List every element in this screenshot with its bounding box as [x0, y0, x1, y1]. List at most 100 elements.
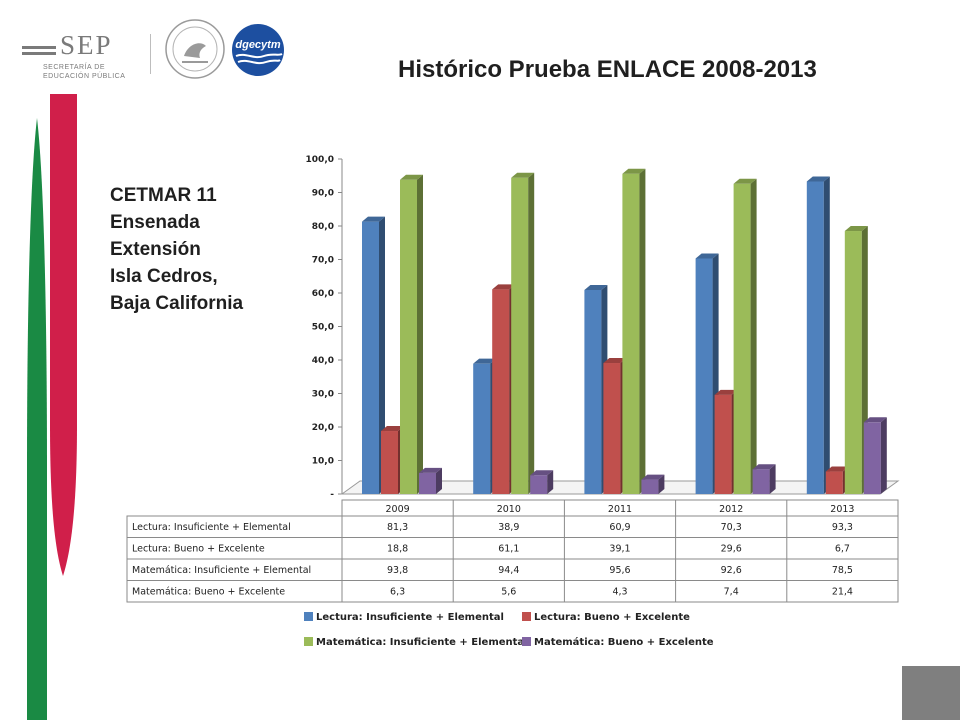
legend-label: Lectura: Insuficiente + Elemental [316, 612, 504, 623]
bar-side-4-3 [880, 417, 887, 494]
table-cell-value: 93,8 [387, 565, 408, 576]
table-cell-value: 6,7 [835, 544, 850, 555]
logo-divider [150, 34, 151, 74]
bar-3-0 [695, 258, 713, 494]
legend-swatch [522, 612, 531, 621]
x-category-label: 2009 [386, 504, 410, 515]
bar-side-0-0 [379, 216, 385, 494]
bar-top-2-3 [641, 474, 665, 480]
school-info: CETMAR 11 Ensenada Extensión Isla Cedros… [110, 182, 243, 317]
y-tick-label: 60,0 [312, 289, 334, 299]
y-tick-label: 100,0 [306, 155, 334, 165]
sep-subtitle-line2: EDUCACIÓN PÚBLICA [43, 73, 126, 80]
bar-top-4-0 [806, 176, 830, 182]
school-line-1: CETMAR 11 [110, 185, 217, 206]
bar-top-0-0 [362, 216, 385, 222]
bar-side-1-3 [547, 470, 554, 494]
table-cell-value: 93,3 [832, 522, 853, 533]
bar-4-3 [863, 422, 881, 494]
bar-side-3-2 [750, 178, 757, 495]
x-category-label: 2011 [608, 504, 632, 515]
corner-gray-block [902, 666, 960, 720]
school-line-3: Extensión [110, 239, 201, 260]
bar-side-2-2 [639, 168, 646, 495]
x-category-label: 2013 [830, 504, 854, 515]
table-cell-value: 70,3 [721, 522, 742, 533]
table-row-label: Matemática: Insuficiente + Elemental [132, 565, 311, 576]
bar-1-0 [473, 363, 491, 494]
table-cell-value: 7,4 [724, 587, 739, 598]
bar-top-3-2 [733, 178, 757, 184]
bar-1-2 [511, 177, 529, 494]
table-cell-value: 92,6 [721, 565, 742, 576]
bar-top-4-3 [863, 417, 887, 423]
table-cell-value: 29,6 [721, 544, 742, 555]
school-line-5: Baja California [110, 293, 244, 314]
bar-side-0-3 [436, 467, 442, 494]
table-cell-value: 38,9 [498, 522, 519, 533]
table-row-label: Lectura: Insuficiente + Elemental [132, 522, 291, 533]
table-cell-value: 21,4 [832, 587, 853, 598]
bar-4-2 [844, 231, 862, 494]
y-tick-label: 10,0 [312, 457, 334, 467]
bar-side-4-0 [823, 176, 830, 494]
bar-top-3-1 [714, 389, 738, 395]
bar-0-2 [400, 179, 417, 494]
bar-4-1 [825, 471, 843, 494]
legend-label: Matemática: Insuficiente + Elemental [316, 636, 528, 648]
y-tick-label: 80,0 [312, 222, 334, 232]
bar-0-1 [381, 431, 398, 494]
y-tick-label: 50,0 [312, 323, 334, 333]
bar-3-3 [752, 469, 770, 494]
school-line-4: Isla Cedros, [110, 266, 218, 287]
x-category-label: 2010 [497, 504, 521, 515]
y-tick-label: 90,0 [312, 189, 334, 199]
school-line-2: Ensenada [110, 212, 200, 233]
bar-top-1-2 [511, 172, 535, 178]
page-title: Histórico Prueba ENLACE 2008-2013 [398, 56, 817, 83]
dgecytm-logo-text: dgecytm [235, 39, 280, 51]
sep-ribbon-icon [22, 46, 56, 55]
bar-top-1-3 [530, 470, 554, 476]
table-cell-value: 81,3 [387, 522, 408, 533]
bar-2-2 [622, 173, 640, 495]
bar-2-0 [584, 289, 602, 494]
bar-top-4-2 [844, 226, 868, 232]
table-cell-value: 60,9 [609, 522, 630, 533]
table-cell-value: 5,6 [501, 587, 516, 598]
red-stripe-decoration [50, 94, 77, 576]
bar-top-4-1 [825, 466, 849, 472]
bar-side-0-2 [417, 174, 423, 494]
bar-top-0-2 [400, 174, 423, 180]
legend-swatch [522, 637, 531, 646]
y-tick-label: - [330, 490, 334, 500]
table-cell-value: 95,6 [609, 565, 630, 576]
bar-4-0 [806, 181, 824, 494]
table-row-label: Lectura: Bueno + Excelente [132, 544, 265, 555]
national-seal-icon [165, 19, 225, 79]
table-row-label: Matemática: Bueno + Excelente [132, 587, 285, 598]
bar-side-1-2 [528, 172, 535, 494]
bar-top-0-1 [381, 426, 404, 432]
bar-side-2-3 [658, 474, 665, 494]
x-category-label: 2012 [719, 504, 743, 515]
sep-wordmark: SEP [60, 30, 113, 60]
legend-swatch [304, 612, 313, 621]
legend-label: Lectura: Bueno + Excelente [534, 612, 690, 623]
table-cell-value: 94,4 [498, 565, 519, 576]
table-cell-value: 78,5 [832, 565, 853, 576]
bar-top-1-1 [492, 284, 516, 290]
legend-swatch [304, 637, 313, 646]
bar-top-3-0 [695, 253, 719, 259]
y-tick-label: 70,0 [312, 256, 334, 266]
y-tick-label: 30,0 [312, 390, 334, 400]
table-cell-value: 18,8 [387, 544, 408, 555]
dgecytm-logo-icon: dgecytm [232, 24, 284, 76]
bar-0-3 [419, 472, 436, 494]
table-cell-value: 4,3 [612, 587, 627, 598]
sep-subtitle-line1: SECRETARÍA DE [43, 64, 105, 71]
bar-top-0-3 [419, 467, 442, 473]
bar-2-1 [603, 363, 621, 494]
bar-top-2-2 [622, 168, 646, 174]
bar-top-2-0 [584, 284, 608, 290]
